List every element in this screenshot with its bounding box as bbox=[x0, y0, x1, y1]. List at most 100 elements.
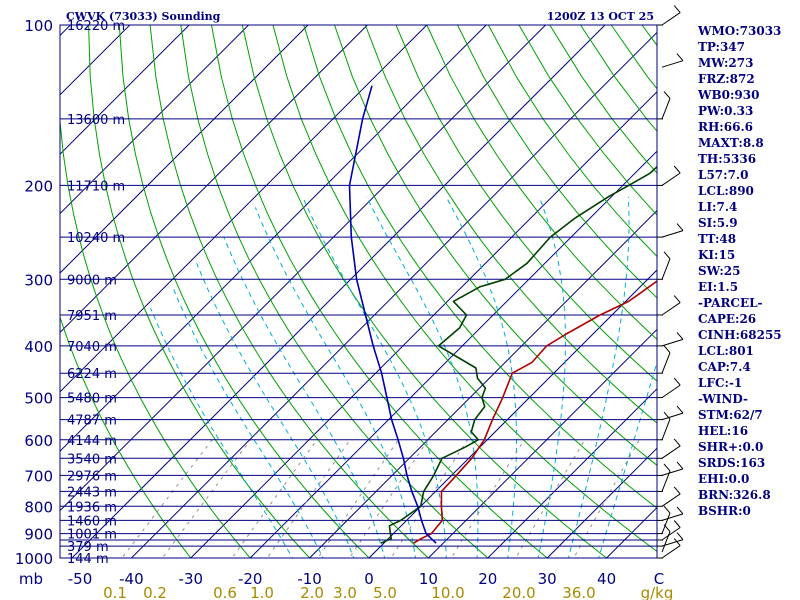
height-label: 3540 m bbox=[67, 452, 117, 467]
dry-adiabat bbox=[395, 25, 657, 382]
mixing-ratio-tick-label: 0.1 bbox=[103, 584, 127, 600]
temperature-tick-label: 40 bbox=[597, 570, 616, 588]
wind-barb-flag bbox=[673, 438, 681, 447]
wind-barb-flag bbox=[673, 5, 681, 13]
dry-adiabat bbox=[60, 115, 251, 558]
index-entry: MW:273 bbox=[698, 56, 754, 70]
wind-barb-flag bbox=[676, 532, 684, 540]
chart-title: CWVK (73033) Sounding bbox=[66, 10, 221, 23]
height-label: 4787 m bbox=[67, 414, 117, 429]
temperature-tick-label: -10 bbox=[297, 570, 322, 588]
indices-panel: WMO:73033 TP:347 MW:273 FRZ:872 WB0:930 PW:0.… bbox=[698, 23, 798, 519]
pressure-tick-label: 600 bbox=[24, 432, 53, 450]
isotherm-line bbox=[60, 25, 428, 393]
index-entry: SHR+:0.0 bbox=[698, 440, 764, 454]
wind-barb-flag bbox=[676, 405, 684, 414]
height-label: 1001 m bbox=[67, 528, 117, 543]
mixing-ratio-line bbox=[515, 439, 586, 558]
sounding-profiles bbox=[348, 85, 657, 544]
wind-barb-flag bbox=[673, 486, 681, 495]
mixing-ratio-tick-label: 0.2 bbox=[143, 584, 167, 600]
index-entry: SRDS:163 bbox=[698, 456, 766, 470]
isotherm-line bbox=[71, 25, 606, 558]
isotherm-line bbox=[428, 328, 657, 558]
pressure-tick-label: 200 bbox=[24, 177, 53, 195]
mixing-ratio-tick-label: 0.6 bbox=[213, 584, 237, 600]
temperature-profile bbox=[413, 280, 657, 544]
dry-adiabat bbox=[457, 25, 657, 299]
dry-adiabat bbox=[487, 25, 657, 258]
pressure-tick-label: 500 bbox=[24, 390, 53, 408]
height-label: 9000 m bbox=[67, 273, 117, 288]
dry-adiabat bbox=[180, 25, 489, 558]
index-entry: FRZ:872 bbox=[698, 72, 755, 86]
wind-barb bbox=[661, 513, 684, 521]
height-label: 13600 m bbox=[67, 113, 125, 128]
wind-barbs bbox=[661, 5, 684, 559]
wind-barb-flag bbox=[676, 223, 684, 231]
height-label: 5480 m bbox=[67, 392, 117, 407]
isotherm-line bbox=[60, 25, 249, 215]
moist-adiabat bbox=[254, 207, 417, 558]
index-entry: EI:1.5 bbox=[698, 280, 739, 294]
wind-barb-flag bbox=[676, 332, 684, 340]
index-entry: BSHR:0 bbox=[698, 504, 751, 518]
dry-adiabat bbox=[88, 25, 311, 558]
isotherm-line bbox=[487, 388, 657, 558]
temperature-tick-label: -50 bbox=[68, 570, 93, 588]
isotherm-line bbox=[60, 25, 487, 452]
height-label: 1460 m bbox=[67, 514, 117, 529]
wind-barb-flag bbox=[673, 295, 681, 303]
index-entry: RH:66.6 bbox=[698, 120, 753, 134]
wind-barb bbox=[661, 98, 671, 120]
wind-barb-flag bbox=[676, 53, 684, 62]
dry-adiabat bbox=[272, 25, 657, 552]
plot-frame bbox=[59, 24, 658, 559]
wind-barb-flag bbox=[673, 538, 681, 546]
moist-adiabat bbox=[537, 196, 566, 558]
index-entry: HEL:16 bbox=[698, 424, 749, 438]
temperature-tick-label: 0 bbox=[364, 570, 374, 588]
index-entry: WB0:930 bbox=[698, 88, 760, 102]
index-entry: LCL:890 bbox=[698, 184, 754, 198]
pressure-tick-label: 100 bbox=[24, 17, 53, 35]
index-entry: TT:48 bbox=[698, 232, 737, 246]
wind-barb bbox=[661, 12, 681, 26]
wind-barb bbox=[661, 230, 684, 238]
wind-barb bbox=[661, 258, 671, 280]
mixing-ratio-line bbox=[450, 439, 525, 558]
mixing-ratio-tick-label: 2.0 bbox=[300, 584, 324, 600]
isotherm-line bbox=[131, 31, 657, 558]
height-label: 16220 m bbox=[67, 19, 125, 34]
height-label: 4144 m bbox=[67, 434, 117, 449]
height-label: 144 m bbox=[67, 552, 109, 567]
index-entry: TH:5336 bbox=[698, 152, 757, 166]
mixing-ratio-line bbox=[266, 439, 351, 558]
isotherm-line bbox=[309, 209, 657, 558]
mixing-ratio-unit: g/kg bbox=[641, 584, 674, 600]
mixing-ratio-line bbox=[121, 439, 213, 558]
wind-barb bbox=[661, 539, 684, 547]
moist-adiabat bbox=[196, 263, 355, 558]
index-entry: KI:15 bbox=[698, 248, 736, 262]
wind-barb bbox=[661, 512, 671, 534]
dry-adiabat bbox=[426, 25, 657, 341]
height-label: 1936 m bbox=[67, 500, 117, 515]
index-entry: SI:5.9 bbox=[698, 216, 738, 230]
dry-adiabat bbox=[149, 25, 430, 558]
index-entry: -PARCEL- bbox=[698, 296, 763, 310]
index-entry: L57:7.0 bbox=[698, 168, 749, 182]
wind-barb-flag bbox=[663, 91, 671, 99]
mixing-ratio-tick-label: 3.0 bbox=[333, 584, 357, 600]
pressure-tick-label: 800 bbox=[24, 498, 53, 516]
parcel-profile bbox=[348, 85, 437, 544]
pressure-tick-label: 300 bbox=[24, 271, 53, 289]
index-entry: BRN:326.8 bbox=[698, 488, 771, 502]
temperature-tick-label: 20 bbox=[478, 570, 497, 588]
mixing-ratio-tick-label: 5.0 bbox=[373, 584, 397, 600]
wind-barb-flag bbox=[673, 165, 681, 174]
moist-adiabat bbox=[172, 286, 324, 558]
height-label: 379 m bbox=[67, 540, 109, 555]
wind-barb bbox=[661, 527, 681, 541]
